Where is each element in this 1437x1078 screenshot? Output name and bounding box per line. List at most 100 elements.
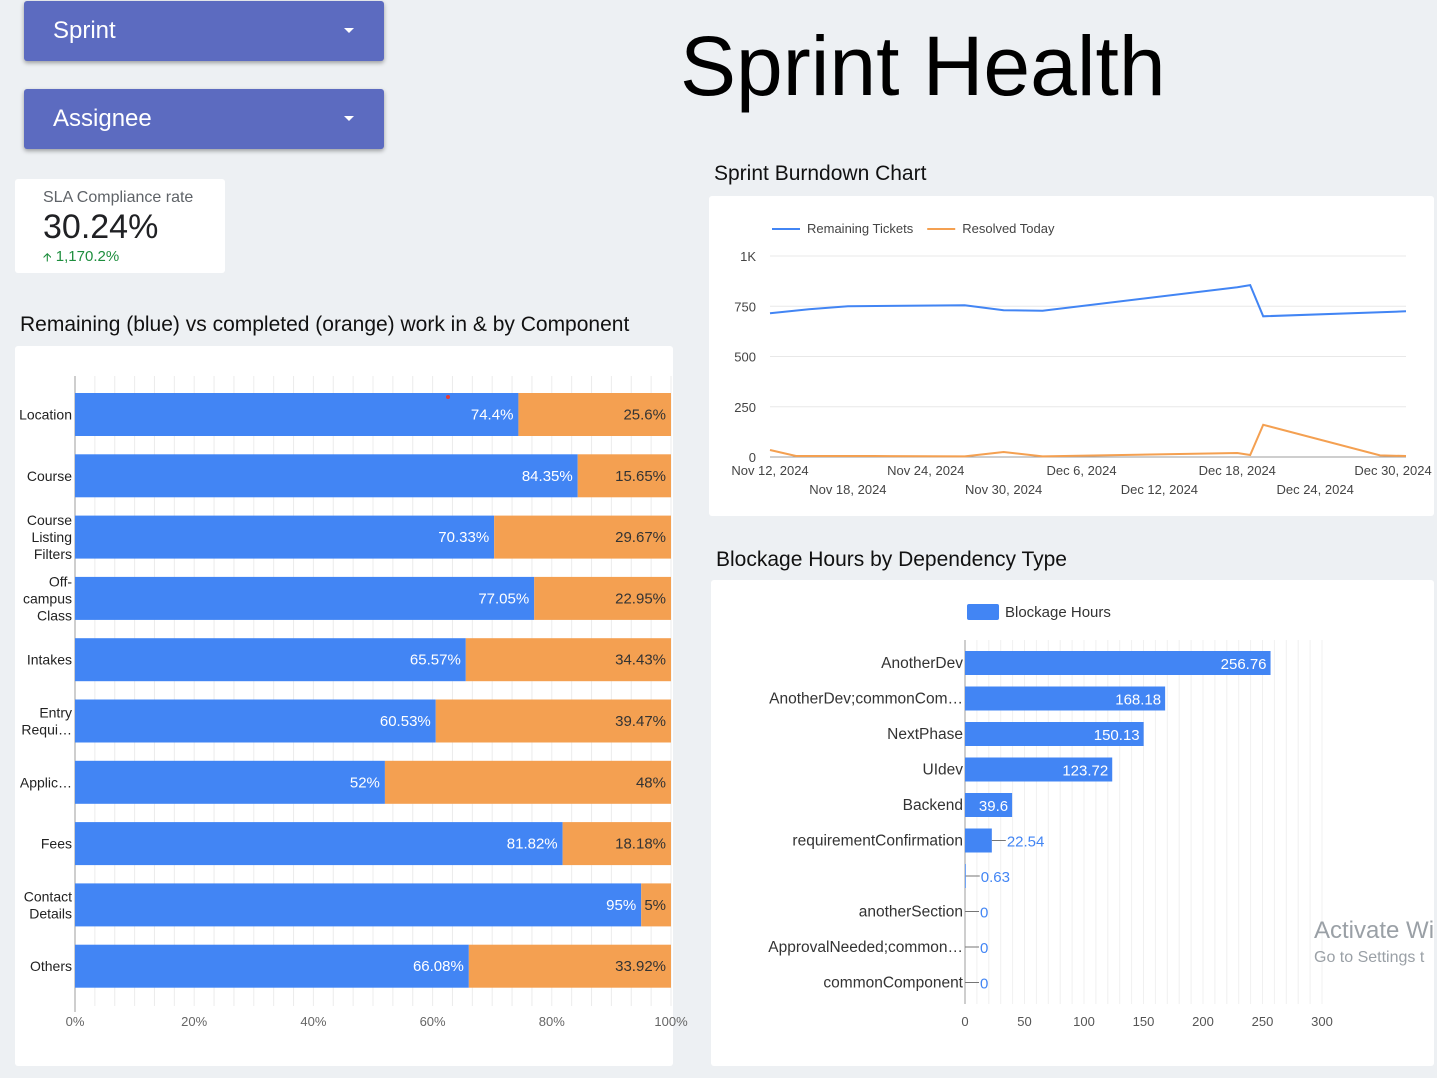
bar-segment (75, 638, 466, 682)
x-tick-label: 0% (66, 1014, 85, 1029)
sla-delta: 🡩 1,170.2% (43, 248, 119, 269)
x-tick-label: 100 (1073, 1014, 1095, 1029)
component-chart: 0% 20% 40% 60% 80% 100% 74.4% 25.6% Location 84.3… (19, 376, 688, 1029)
data-label: 5% (644, 897, 666, 914)
x-tick-label: Dec 30, 2024 (1354, 463, 1431, 478)
category-label: Location (19, 407, 72, 423)
legend-label: Remaining Tickets (807, 221, 914, 236)
x-tick-label: Nov 30, 2024 (965, 482, 1042, 497)
watermark-line2: Go to Settings t (1314, 949, 1425, 966)
sprint-filter-dropdown[interactable]: Sprint (24, 1, 384, 61)
bar-segment (75, 699, 436, 743)
category-label: Fees (41, 836, 72, 852)
data-label: 60.53% (380, 713, 431, 730)
y-tick-label: 250 (734, 400, 756, 415)
x-tick-label: 40% (300, 1014, 326, 1029)
series-line (769, 423, 1407, 458)
bar-segment (494, 515, 671, 559)
bar-segment (577, 454, 671, 498)
sla-scorecard: SLA Compliance rate 30.24% 🡩 1,170.2% (15, 179, 225, 273)
data-label: 256.76 (1221, 656, 1267, 673)
data-label: 84.35% (522, 468, 573, 485)
x-tick-label: 20% (181, 1014, 207, 1029)
bar (965, 793, 1013, 817)
x-tick-label: 80% (539, 1014, 565, 1029)
data-label: 70.33% (438, 529, 489, 546)
x-tick-label: Nov 12, 2024 (731, 463, 808, 478)
category-label: requirementConfirmation (792, 833, 963, 850)
x-tick-label: Dec 12, 2024 (1121, 482, 1198, 497)
category-label: Off- (49, 573, 72, 589)
x-tick-label: 0 (961, 1014, 968, 1029)
category-label: campus (23, 590, 72, 606)
category-label: Entry (39, 705, 72, 721)
activation-watermark: Activate Wi Go to Settings t (1314, 917, 1434, 967)
data-label: 18.18% (615, 836, 666, 853)
bar (965, 757, 1113, 782)
category-label: Filters (34, 546, 72, 562)
cursor-dot (446, 395, 450, 399)
burndown-chart-card: 1K 750 500 250 0 Nov 12, 2024 Nov 24, 2024 Dec … (709, 196, 1434, 516)
category-label: anotherSection (859, 904, 963, 921)
x-tick-label: 100% (654, 1014, 688, 1029)
sla-delta-value: 1,170.2% (55, 248, 120, 265)
category-label: Class (37, 607, 72, 623)
x-tick-label: Nov 24, 2024 (887, 463, 964, 478)
data-label: 123.72 (1062, 763, 1108, 780)
legend-swatch (967, 604, 999, 620)
category-label: Backend (903, 797, 963, 814)
bar-segment (75, 576, 535, 620)
sla-value: 30.24% (43, 208, 159, 246)
category-label: UIdev (923, 762, 964, 779)
x-tick-label: 200 (1192, 1014, 1214, 1029)
x-tick-label: Dec 6, 2024 (1046, 463, 1116, 478)
legend-label: Blockage Hours (1005, 604, 1111, 621)
bar-segment (75, 944, 469, 988)
data-label: 52% (350, 774, 380, 791)
bar-segment (75, 883, 642, 927)
x-tick-label: 50 (1017, 1014, 1031, 1029)
assignee-filter-dropdown[interactable]: Assignee (24, 89, 384, 149)
x-tick-label: 60% (420, 1014, 446, 1029)
bar-segment (75, 822, 563, 866)
category-label: Contact (24, 888, 72, 904)
category-label: Requi… (21, 722, 72, 738)
data-label: 81.82% (507, 836, 558, 853)
bar-segment (435, 699, 671, 743)
component-chart-title: Remaining (blue) vs completed (orange) w… (20, 313, 630, 336)
data-label: 33.92% (615, 958, 666, 975)
category-label: Intakes (27, 652, 72, 668)
category-label: Listing (32, 529, 72, 545)
y-tick-label: 500 (734, 350, 756, 365)
component-chart-card: 0% 20% 40% 60% 80% 100% 74.4% 25.6% Location 84.3… (15, 346, 688, 1066)
page-title: Sprint Health (680, 19, 1166, 113)
legend-label: Resolved Today (962, 221, 1055, 236)
category-label: commonComponent (823, 975, 963, 992)
data-label: 95% (606, 897, 636, 914)
chevron-down-icon (344, 28, 354, 33)
x-tick-label: 150 (1133, 1014, 1155, 1029)
category-label: AnotherDev (881, 655, 963, 672)
category-label: NextPhase (887, 726, 963, 743)
sla-label: SLA Compliance rate (43, 189, 194, 206)
blockage-chart: 0 50 100 150 200 250 300 Blockage Hours 256.76 An… (768, 604, 1333, 1029)
bar (965, 864, 966, 888)
bar-segment (534, 576, 671, 620)
category-label: Course (27, 468, 72, 484)
watermark-line1: Activate Wi (1314, 917, 1435, 944)
data-label: 0.63 (981, 869, 1010, 886)
data-label: 25.6% (623, 407, 666, 424)
data-label: 29.67% (615, 529, 666, 546)
x-tick-label: Nov 18, 2024 (809, 482, 886, 497)
bar-segment (641, 883, 671, 927)
bar (965, 686, 1166, 711)
series-line (769, 283, 1407, 318)
data-label: 22.54 (1007, 834, 1045, 851)
category-label: Course (27, 512, 72, 528)
data-label: 0 (980, 976, 988, 993)
y-tick-label: 0 (749, 450, 756, 465)
data-label: 39.47% (615, 713, 666, 730)
x-tick-label: 250 (1252, 1014, 1274, 1029)
bar-segment (465, 638, 671, 682)
